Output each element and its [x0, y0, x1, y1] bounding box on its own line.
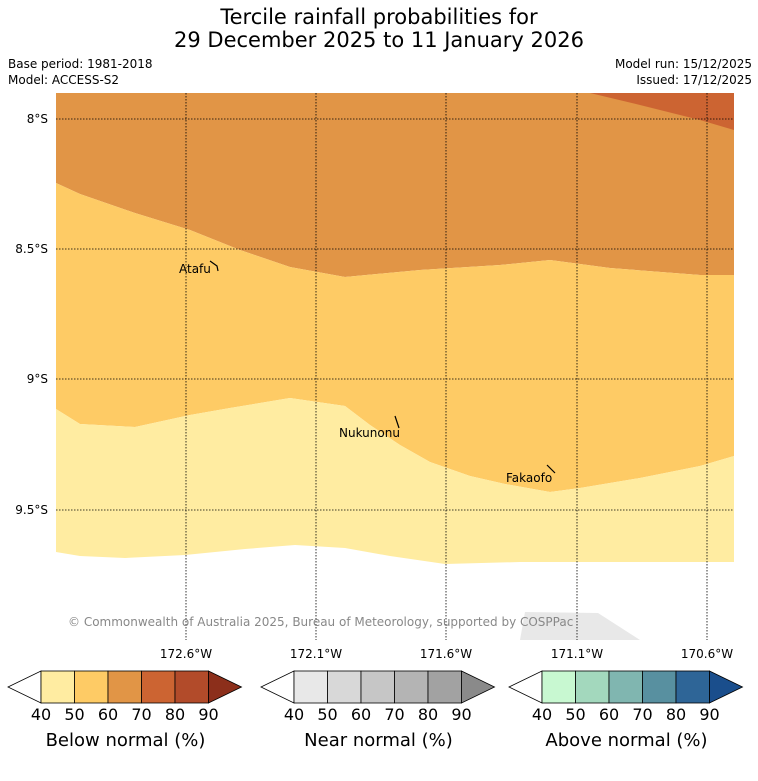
place-label-atafu: Atafu [179, 262, 211, 276]
region-below-50 [56, 183, 734, 492]
legend-title-near: Near normal (%) [304, 730, 453, 751]
lon-label: 171.1°W [551, 647, 603, 661]
legend-above-tick-label: 80 [666, 705, 686, 724]
legend-near-tick-label: 40 [284, 705, 304, 724]
legend-near-swatch [360, 670, 395, 704]
chart-title-line1: Tercile rainfall probabilities for [220, 5, 538, 29]
issued-date: Issued: 17/12/2025 [636, 73, 752, 87]
lat-label: 8°S [27, 112, 48, 126]
legend-near-swatch [327, 670, 362, 704]
legend-near-swatch [293, 670, 328, 704]
legend-below-tick-label: 40 [31, 705, 51, 724]
legend-below-swatch [74, 670, 109, 704]
atafu-island-marker [209, 260, 219, 272]
legend-near-tick-label: 50 [317, 705, 337, 724]
region-near-40 [520, 612, 640, 640]
legend-below-swatch [107, 670, 142, 704]
legend-above-swatch [642, 670, 677, 704]
legend-near-under-arrow [260, 670, 295, 704]
legend-above-under-arrow [508, 670, 543, 704]
gridlines [56, 93, 734, 640]
legend-below-over-arrow [208, 670, 243, 704]
base-period: Base period: 1981-2018 [8, 57, 153, 71]
legend-above-swatch [675, 670, 710, 704]
lat-label: 9°S [27, 372, 48, 386]
legend-near-tick-label: 80 [418, 705, 438, 724]
legend-title-below: Below normal (%) [45, 730, 206, 751]
legend-above-over-arrow [709, 670, 744, 704]
legend-above-tick-label: 40 [532, 705, 552, 724]
legend-near-over-arrow [461, 670, 496, 704]
legend-below-tick-label: 80 [165, 705, 185, 724]
legend-near-tick-label: 90 [451, 705, 471, 724]
legend-near-swatch [427, 670, 462, 704]
legend-above-swatch [575, 670, 610, 704]
legend-above-tick-label: 90 [699, 705, 719, 724]
legend-near-swatch [394, 670, 429, 704]
map-area [56, 93, 734, 640]
legend-below-tick-label: 60 [98, 705, 118, 724]
chart-title-line2: 29 December 2025 to 11 January 2026 [174, 28, 584, 52]
legend-below-tick-label: 90 [198, 705, 218, 724]
lon-label: 172.1°W [290, 647, 342, 661]
legend-below-tick-label: 50 [64, 705, 84, 724]
colorbars: 40 50 60 70 80 90 40 50 60 70 80 90 40 50 60 70 80 90 [7, 670, 744, 724]
place-label-nukunonu: Nukunonu [339, 426, 400, 440]
legend-below-swatch [141, 670, 176, 704]
legend-above-swatch [541, 670, 576, 704]
lat-label: 9.5°S [15, 503, 48, 517]
model-name: Model: ACCESS-S2 [8, 73, 120, 87]
fakaofo-island-marker [546, 464, 556, 474]
lon-label: 172.6°W [160, 647, 212, 661]
legend-above-tick-label: 70 [632, 705, 652, 724]
legend-below-swatch [40, 670, 75, 704]
copyright-notice: © Commonwealth of Australia 2025, Bureau… [68, 615, 573, 629]
lat-label: 8.5°S [15, 242, 48, 256]
legend-below-swatch [174, 670, 209, 704]
model-run: Model run: 15/12/2025 [614, 57, 752, 71]
place-label-fakaofo: Fakaofo [506, 471, 552, 485]
nukunonu-island-marker [394, 415, 400, 429]
lon-label: 170.6°W [681, 647, 733, 661]
legend-near-tick-label: 70 [384, 705, 404, 724]
region-below-40 [56, 398, 734, 564]
legend-title-above: Above normal (%) [545, 730, 708, 751]
legend-below-under-arrow [7, 670, 42, 704]
region-below-70 [590, 93, 734, 130]
legend-above-tick-label: 50 [565, 705, 585, 724]
legend-near-tick-label: 60 [351, 705, 371, 724]
region-below-60 [56, 93, 734, 277]
legend-above-swatch [608, 670, 643, 704]
legend-above-tick-label: 60 [599, 705, 619, 724]
legend-below-tick-label: 70 [131, 705, 151, 724]
lon-label: 171.6°W [420, 647, 472, 661]
